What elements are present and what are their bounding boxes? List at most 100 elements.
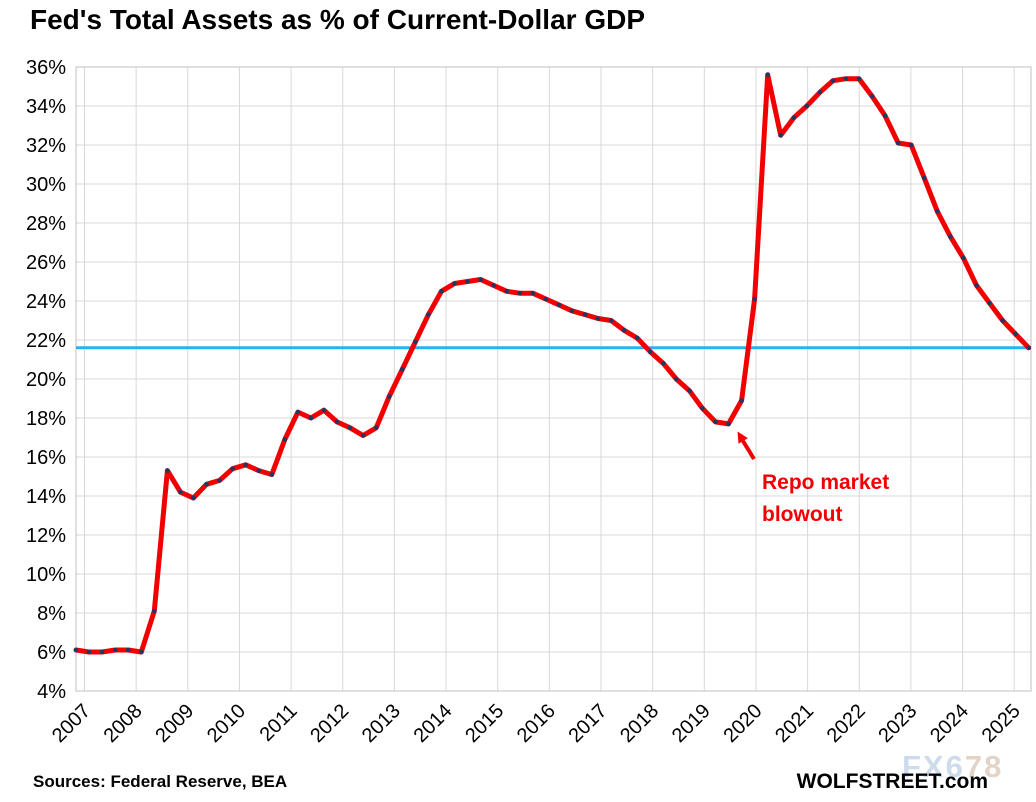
x-tick-label: 2015 bbox=[461, 700, 508, 747]
y-tick-label: 18% bbox=[26, 408, 66, 430]
chart-title: Fed's Total Assets as % of Current-Dolla… bbox=[30, 4, 646, 35]
data-point bbox=[165, 468, 170, 473]
data-point bbox=[439, 289, 444, 294]
data-point bbox=[843, 76, 849, 81]
data-point bbox=[152, 608, 157, 614]
data-point bbox=[230, 466, 235, 472]
annotation-arrow-head bbox=[737, 431, 748, 444]
data-point bbox=[595, 316, 601, 321]
y-tick-label: 4% bbox=[37, 681, 66, 703]
data-point bbox=[817, 90, 823, 95]
data-point bbox=[1013, 331, 1018, 337]
data-point bbox=[634, 335, 640, 341]
data-point bbox=[400, 367, 405, 372]
data-point bbox=[321, 407, 327, 413]
data-point bbox=[86, 649, 92, 655]
x-tick-label: 2019 bbox=[668, 700, 715, 747]
x-tick-label: 2018 bbox=[616, 700, 663, 747]
data-point bbox=[269, 472, 275, 477]
data-point bbox=[543, 296, 549, 302]
x-tick-label: 2009 bbox=[151, 700, 198, 747]
data-point bbox=[452, 281, 457, 286]
data-point bbox=[661, 361, 666, 366]
data-point bbox=[1000, 318, 1005, 323]
x-tick-label: 2010 bbox=[203, 700, 250, 747]
annotation-arrow-shaft bbox=[741, 439, 756, 461]
x-tick-label: 2024 bbox=[926, 700, 973, 747]
data-point bbox=[73, 647, 79, 653]
data-point bbox=[295, 409, 301, 415]
y-tick-label: 12% bbox=[26, 525, 66, 547]
data-point bbox=[869, 94, 875, 99]
data-point bbox=[413, 339, 418, 345]
data-point bbox=[687, 388, 692, 394]
x-tick-label: 2025 bbox=[978, 700, 1025, 747]
data-point bbox=[974, 283, 979, 288]
data-point bbox=[569, 308, 575, 314]
x-tick-label: 2012 bbox=[306, 700, 353, 747]
data-point bbox=[556, 302, 562, 308]
data-point bbox=[191, 495, 196, 501]
data-point bbox=[491, 283, 496, 288]
data-point bbox=[308, 415, 314, 421]
data-point bbox=[948, 234, 953, 239]
data-point bbox=[647, 349, 653, 355]
x-tick-label: 2020 bbox=[719, 700, 766, 747]
data-point bbox=[282, 437, 288, 442]
x-tick-label: 2023 bbox=[874, 700, 921, 747]
data-point bbox=[139, 649, 144, 655]
data-point bbox=[726, 421, 731, 427]
data-point bbox=[204, 482, 209, 487]
data-point bbox=[935, 209, 940, 214]
data-point bbox=[961, 255, 966, 261]
gridlines bbox=[76, 66, 1031, 692]
data-point bbox=[478, 277, 483, 282]
data-point bbox=[908, 142, 914, 148]
data-point bbox=[830, 78, 836, 83]
data-point bbox=[882, 113, 888, 119]
y-tick-label: 20% bbox=[26, 369, 66, 391]
brand-wolfstreet: WOLFSTREET.com bbox=[796, 770, 988, 793]
x-tick-label: 2011 bbox=[256, 700, 302, 746]
x-tick-label: 2013 bbox=[358, 700, 405, 747]
data-point bbox=[217, 478, 222, 483]
data-point bbox=[856, 76, 862, 81]
series-line-fed-assets-pct-gdp bbox=[73, 72, 1032, 655]
data-point bbox=[99, 649, 105, 655]
data-point bbox=[243, 462, 248, 468]
data-point bbox=[804, 103, 810, 109]
y-tick-label: 24% bbox=[26, 291, 66, 313]
x-tick-label: 2007 bbox=[48, 700, 95, 747]
data-point bbox=[178, 489, 183, 495]
y-tick-label: 6% bbox=[37, 642, 66, 664]
data-point bbox=[334, 419, 340, 425]
data-point bbox=[373, 425, 379, 431]
y-tick-label: 8% bbox=[37, 603, 66, 625]
x-axis-labels: 2007 2008 2009 2010 2011 2012 2013 2014 2015 2016… bbox=[48, 700, 1025, 747]
data-point bbox=[530, 290, 536, 296]
data-point bbox=[791, 115, 797, 120]
data-point bbox=[700, 406, 705, 411]
data-point bbox=[621, 328, 627, 333]
watermark-fx678: FX678 bbox=[902, 749, 1003, 784]
y-tick-label: 36% bbox=[26, 57, 66, 79]
data-point bbox=[582, 312, 588, 317]
y-tick-label: 30% bbox=[26, 174, 66, 196]
data-point bbox=[674, 376, 679, 382]
data-point bbox=[987, 300, 992, 306]
y-tick-label: 22% bbox=[26, 330, 66, 352]
y-tick-label: 32% bbox=[26, 135, 66, 157]
data-point bbox=[347, 425, 353, 431]
annotation-repo-market-blowout: Repo market blowout bbox=[737, 431, 889, 526]
data-point bbox=[386, 394, 392, 399]
data-point bbox=[360, 433, 366, 438]
annotation-text-line1: Repo market bbox=[762, 471, 889, 494]
data-point bbox=[713, 419, 718, 425]
y-tick-label: 10% bbox=[26, 564, 66, 586]
data-point-markers bbox=[73, 72, 1031, 655]
data-point bbox=[1026, 345, 1031, 351]
sources-note: Sources: Federal Reserve, BEA bbox=[33, 772, 288, 791]
x-tick-label: 2014 bbox=[410, 700, 457, 747]
